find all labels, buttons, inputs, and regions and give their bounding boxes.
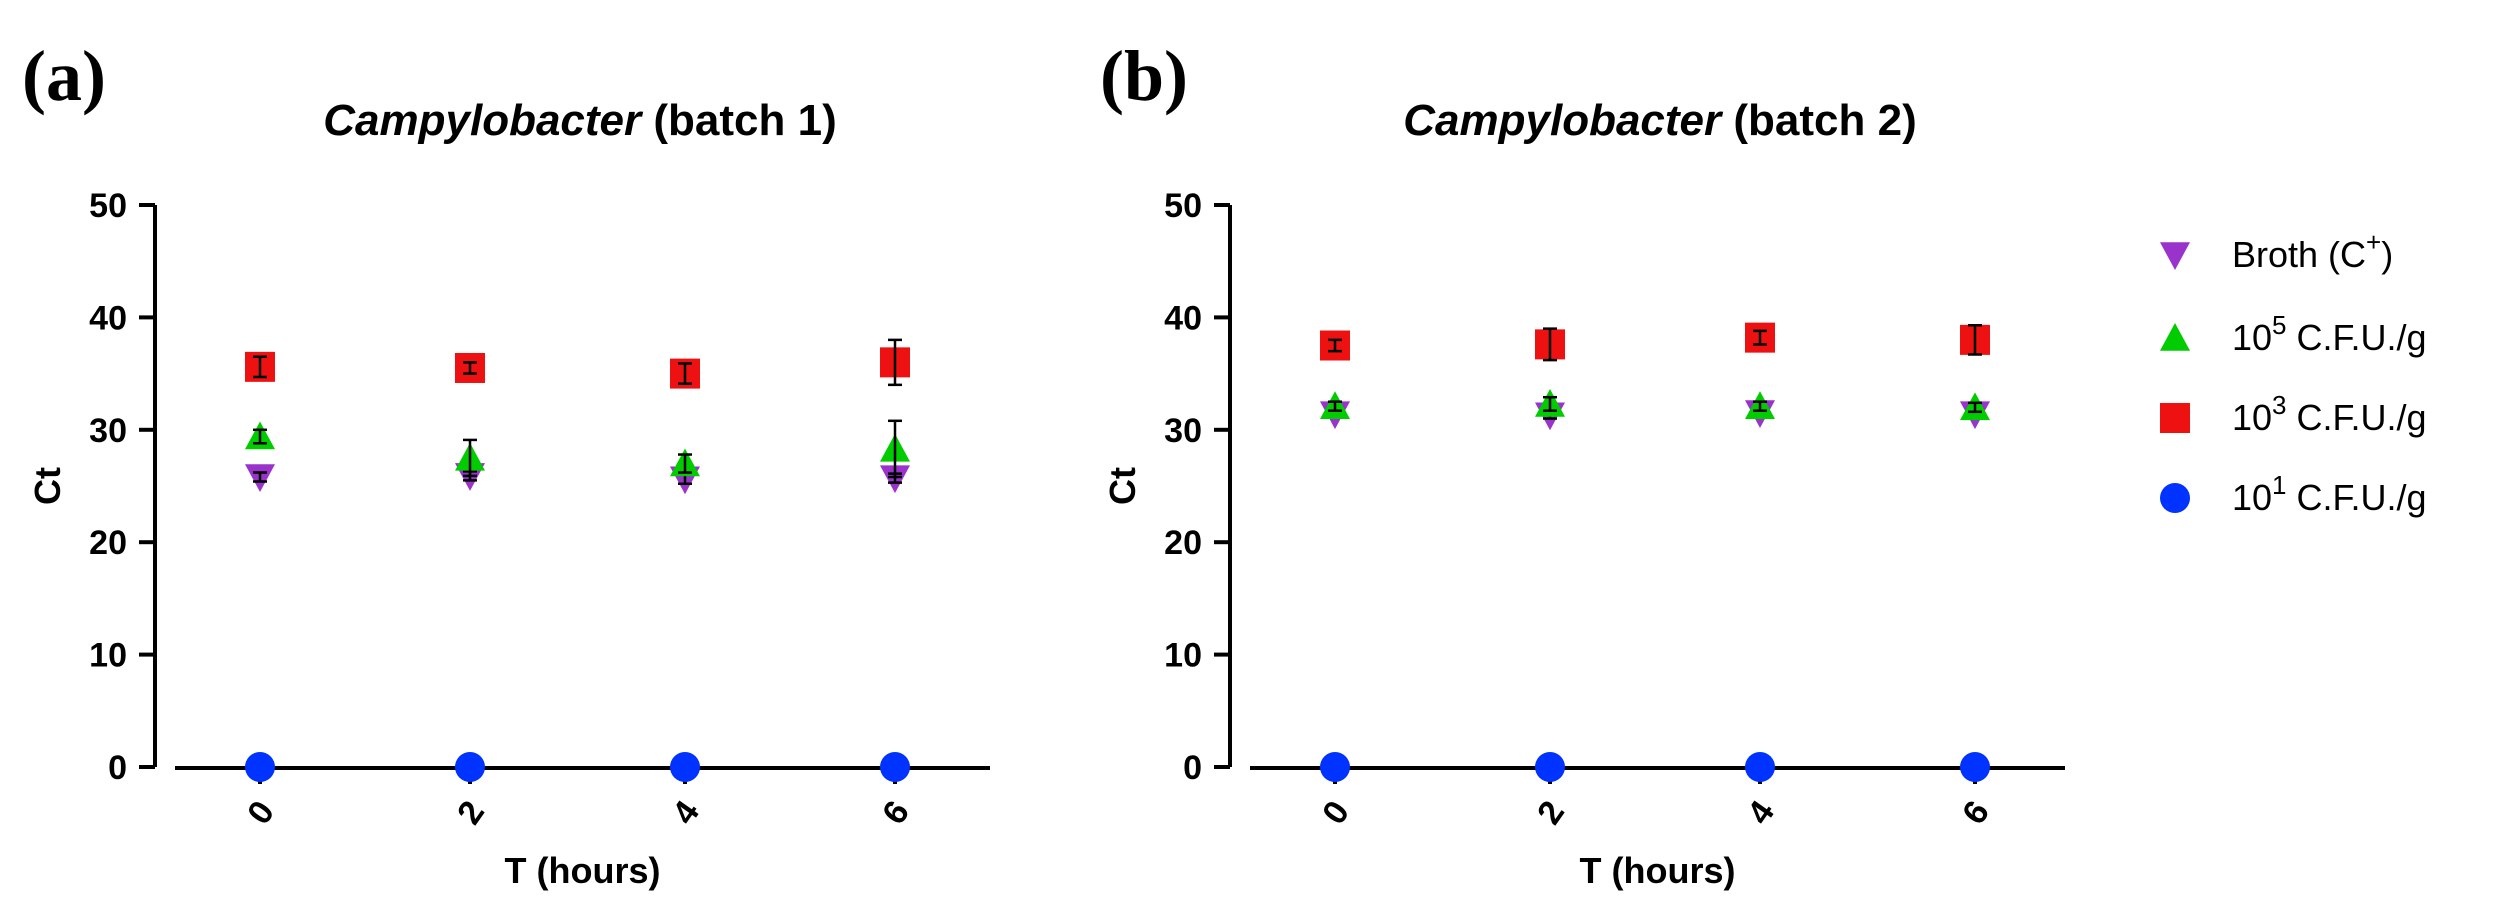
y-tick-label: 10	[89, 637, 127, 675]
point-cfu1	[880, 752, 910, 782]
legend-marker-cfu3	[2160, 403, 2190, 433]
y-tick-label: 40	[89, 299, 127, 337]
panel-letter: (b)	[1100, 36, 1188, 116]
x-axis-label: T (hours)	[505, 850, 661, 891]
chart-title-rest: (batch 1)	[641, 96, 837, 145]
y-tick-label: 30	[89, 412, 127, 450]
legend-label-suffix: C.F.U./g	[2287, 397, 2427, 438]
legend-marker-cfu1	[2160, 483, 2190, 513]
legend-label-main: Broth (C	[2232, 234, 2366, 275]
y-tick-label: 50	[89, 187, 127, 225]
x-tick-label: 6	[875, 794, 917, 831]
chart-title: Campylobacter (batch 2)	[1403, 96, 1916, 145]
legend-label-main: 10	[2232, 477, 2272, 518]
legend-label-suffix: C.F.U./g	[2287, 477, 2427, 518]
legend-label-sup: 1	[2272, 470, 2286, 500]
y-tick-label: 20	[89, 524, 127, 562]
y-tick-label: 20	[1164, 524, 1202, 562]
x-tick-label: 0	[240, 794, 282, 831]
y-tick-label: 0	[1183, 749, 1202, 787]
x-tick-label: 2	[1530, 794, 1572, 831]
legend-marker-broth	[2160, 242, 2190, 270]
legend-label-cfu3: 103 C.F.U./g	[2232, 390, 2427, 438]
legend-label-sup: +	[2366, 227, 2381, 257]
chart-panel-1: (a) Campylobacter (batch 1) 0 10 20 30 40 50 0 2 4…	[22, 36, 990, 891]
legend-label-suffix: C.F.U./g	[2287, 317, 2427, 358]
x-tick-label: 0	[1315, 794, 1357, 831]
chart-panel-2: (b) Campylobacter (batch 2) 0 10 20 30 40 50 0 2 4…	[1100, 36, 2065, 891]
point-cfu1	[1535, 752, 1565, 782]
legend-label-suffix: )	[2381, 234, 2393, 275]
point-cfu1	[245, 752, 275, 782]
chart-title: Campylobacter (batch 1)	[323, 96, 836, 145]
legend-label-cfu1: 101 C.F.U./g	[2232, 470, 2427, 518]
x-tick-label: 6	[1955, 794, 1997, 831]
y-axis-label: Ct	[27, 467, 68, 505]
point-cfu1	[455, 752, 485, 782]
legend-marker-cfu5	[2160, 323, 2190, 351]
chart-title-rest: (batch 2)	[1721, 96, 1917, 145]
point-cfu1	[670, 752, 700, 782]
x-axis-label: T (hours)	[1580, 850, 1736, 891]
legend-label-main: 10	[2232, 317, 2272, 358]
legend-label-sup: 5	[2272, 310, 2286, 340]
x-tick-label: 4	[665, 794, 707, 831]
x-tick-label: 4	[1740, 794, 1782, 831]
legend-label-cfu5: 105 C.F.U./g	[2232, 310, 2427, 358]
point-cfu1	[1960, 752, 1990, 782]
chart-title-italic: Campylobacter	[1403, 96, 1724, 145]
y-tick-label: 0	[108, 749, 127, 787]
y-tick-label: 10	[1164, 637, 1202, 675]
x-tick-label: 2	[450, 794, 492, 831]
legend-label-main: 10	[2232, 397, 2272, 438]
legend-label-broth: Broth (C+)	[2232, 227, 2393, 275]
y-tick-label: 30	[1164, 412, 1202, 450]
y-tick-label: 50	[1164, 187, 1202, 225]
legend-label-sup: 3	[2272, 390, 2286, 420]
panel-letter: (a)	[22, 36, 106, 116]
y-axis-label: Ct	[1102, 467, 1143, 505]
chart-title-italic: Campylobacter	[323, 96, 644, 145]
point-cfu1	[1320, 752, 1350, 782]
y-tick-label: 40	[1164, 299, 1202, 337]
point-cfu1	[1745, 752, 1775, 782]
